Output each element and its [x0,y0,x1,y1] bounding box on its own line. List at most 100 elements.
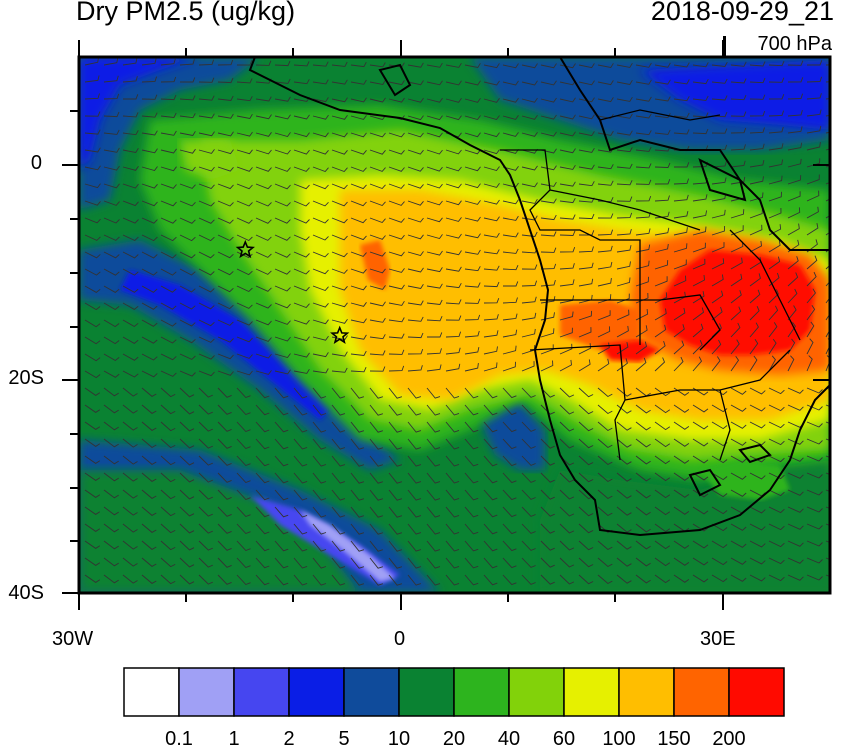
wind-barb [711,455,728,464]
wind-barb [806,438,823,445]
wind-barb [274,96,291,102]
wind-barb [578,262,594,270]
wind-barb [654,308,667,321]
wind-barb [217,506,232,517]
wind-barb [483,557,498,569]
wind-barb [274,404,289,416]
colorbar-swatch [453,667,510,717]
wind-barb [540,557,555,568]
wind-barb [711,472,728,481]
wind-barb [122,404,138,414]
wind-barb [103,251,120,259]
wind-barb [787,506,804,513]
wind-barb [426,283,443,289]
wind-barb [521,296,537,304]
wind-barb [217,574,232,585]
wind-barb [160,523,176,534]
wind-barb [578,557,594,568]
wind-barb [122,217,139,224]
colorbar-label: 5 [338,728,350,750]
lat-label-0: 0 [30,152,42,174]
wind-barb [236,557,251,569]
wind-barb [141,302,158,310]
wind-barb [160,455,176,466]
wind-barb [84,336,101,345]
wind-barb [331,268,348,274]
wind-barb [503,281,519,287]
lat-label-40s: 40S [8,582,44,604]
wind-barb [445,347,461,355]
map-frame [77,55,832,595]
wind-barb [160,166,177,172]
wind-barb [388,80,405,86]
wind-barb [654,113,671,119]
wind-barb [768,387,785,395]
wind-barb [787,60,804,66]
wind-barb [806,125,822,134]
wind-barb [445,233,462,239]
wind-barb [274,369,291,375]
wind-barb [578,63,595,69]
wind-barb [483,421,498,433]
wind-barb [84,302,101,311]
wind-barb [312,268,329,275]
wind-barb [426,404,441,416]
wind-barb [141,130,158,136]
wind-barb [388,166,405,172]
wind-barb [483,387,498,399]
wind-barb [806,93,822,100]
wind-barb [141,94,158,100]
wind-barb [160,112,177,118]
wind-barb [141,148,158,154]
wind-barb [179,131,196,137]
wind-barb [711,78,728,84]
wind-barb [597,114,614,120]
wind-barb [141,268,158,276]
wind-barb [768,404,785,412]
wind-barb [635,455,651,465]
wind-barb [236,217,253,224]
wind-barb [103,438,119,448]
wind-barb [426,250,443,256]
wind-barb [426,421,441,433]
wind-barb [768,94,785,100]
wind-barb [198,489,213,500]
wind-barb [350,421,365,433]
wind-barb [578,164,595,170]
pressure-level: 700 hPa [757,33,832,55]
wind-barb [825,305,830,321]
wind-barb [521,114,538,120]
wind-barb [654,506,671,516]
wind-barb [426,574,441,586]
wind-barb [616,472,632,482]
wind-barb [445,315,462,321]
wind-barb [673,438,690,447]
wind-barb [255,370,272,375]
wind-barb [369,523,384,535]
wind-barb [806,540,823,547]
wind-barb [331,540,346,552]
wind-barb [673,404,690,413]
wind-barb [597,540,613,551]
wind-barb [179,113,196,119]
wind-barb [711,540,728,549]
wind-barb [236,200,253,207]
wind-barb [179,370,196,377]
wind-barb [654,292,668,304]
wind-barb [559,148,576,154]
wind-barb [160,183,177,189]
wind-barb [464,421,479,433]
wind-barb [597,261,613,270]
wind-barb [198,251,215,259]
wind-barb [84,75,100,83]
wind-barb [635,179,652,185]
wind-barb [103,472,119,482]
wind-barb [331,234,348,241]
wind-barb [483,523,498,535]
wind-barb [312,285,329,292]
wind-barb [597,97,614,103]
wind-barb [369,285,386,290]
wind-barb [198,421,213,432]
wind-barb [217,268,234,276]
wind-barb [521,523,536,534]
